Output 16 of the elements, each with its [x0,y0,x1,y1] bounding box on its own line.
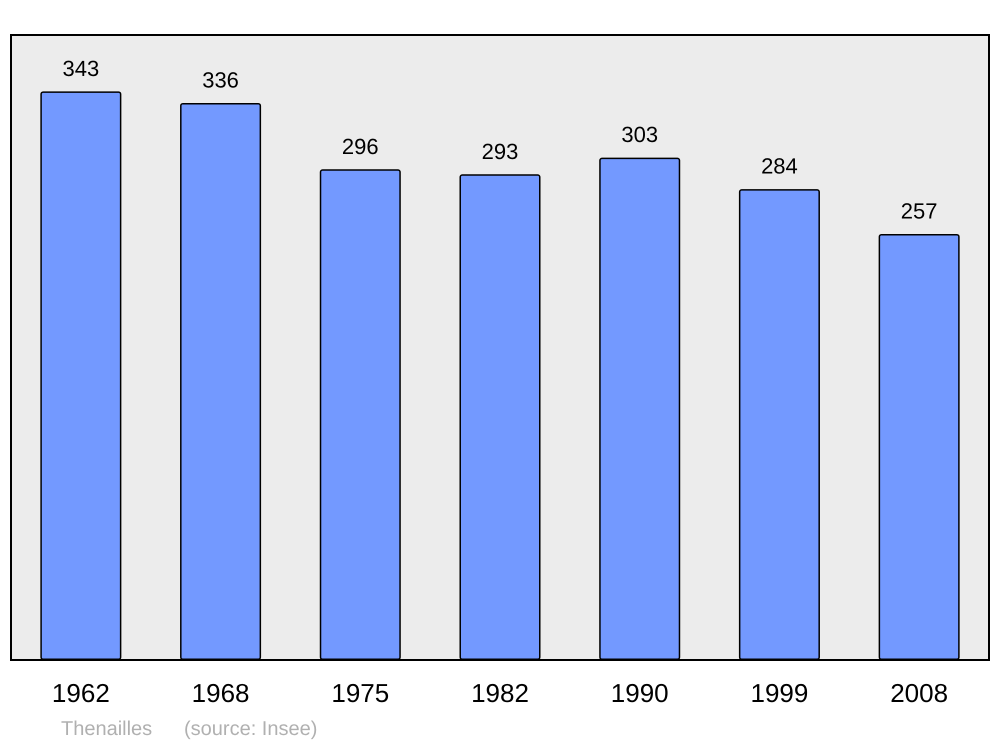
x-tick-label: 1990 [610,678,669,708]
data-label: 257 [900,198,938,224]
data-label: 343 [62,56,100,81]
x-tick-label: 1962 [52,678,110,708]
x-tick-label: 1982 [471,678,529,708]
x-tick-label: 1999 [750,678,808,708]
data-label: 296 [342,134,379,159]
x-tick-label: 2008 [890,678,948,708]
x-tick-label: 1968 [192,678,250,708]
text: (source: Insee) [184,718,318,740]
text: Thenailles [61,718,152,740]
data-label: 293 [482,138,518,164]
data-label: 336 [202,67,239,92]
x-tick-label: 1975 [331,678,390,708]
data-label: 284 [761,154,798,179]
data-label: 303 [621,122,658,148]
